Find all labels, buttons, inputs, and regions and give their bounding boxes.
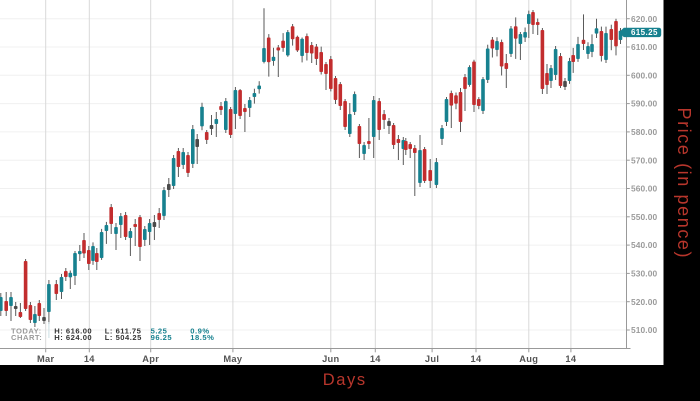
svg-text:Jun: Jun [322, 354, 339, 364]
svg-text:Jul: Jul [425, 354, 439, 364]
svg-text:520.00: 520.00 [631, 297, 657, 307]
svg-text:510.00: 510.00 [631, 325, 657, 335]
svg-text:L: 611.75: L: 611.75 [105, 326, 142, 335]
svg-text:14: 14 [84, 354, 95, 364]
svg-text:570.00: 570.00 [631, 155, 657, 165]
svg-text:96.25: 96.25 [151, 333, 173, 342]
svg-text:610.00: 610.00 [631, 42, 657, 52]
svg-text:580.00: 580.00 [631, 127, 657, 137]
svg-text:Price (in pence): Price (in pence) [674, 107, 694, 259]
svg-text:CHART:: CHART: [11, 333, 42, 342]
svg-text:Mar: Mar [37, 354, 55, 364]
svg-text:14: 14 [471, 354, 482, 364]
svg-text:550.00: 550.00 [631, 212, 657, 222]
svg-text:0.9%: 0.9% [190, 326, 209, 335]
svg-text:14: 14 [370, 354, 381, 364]
svg-text:540.00: 540.00 [631, 240, 657, 250]
svg-text:May: May [223, 354, 243, 364]
svg-text:5.25: 5.25 [151, 326, 168, 335]
svg-text:H: 616.00: H: 616.00 [54, 326, 92, 335]
svg-text:H: 624.00: H: 624.00 [54, 333, 92, 342]
svg-text:615.25: 615.25 [631, 28, 658, 37]
svg-text:18.5%: 18.5% [190, 333, 214, 342]
svg-text:560.00: 560.00 [631, 184, 657, 194]
svg-text:TODAY:: TODAY: [11, 326, 42, 335]
svg-text:Days: Days [323, 371, 367, 389]
svg-text:530.00: 530.00 [631, 269, 657, 279]
svg-text:Aug: Aug [519, 354, 538, 364]
svg-text:620.00: 620.00 [631, 14, 657, 24]
svg-text:600.00: 600.00 [631, 70, 657, 80]
svg-text:Apr: Apr [142, 354, 159, 364]
svg-text:590.00: 590.00 [631, 99, 657, 109]
svg-text:14: 14 [565, 354, 576, 364]
svg-text:L: 504.25: L: 504.25 [105, 333, 142, 342]
